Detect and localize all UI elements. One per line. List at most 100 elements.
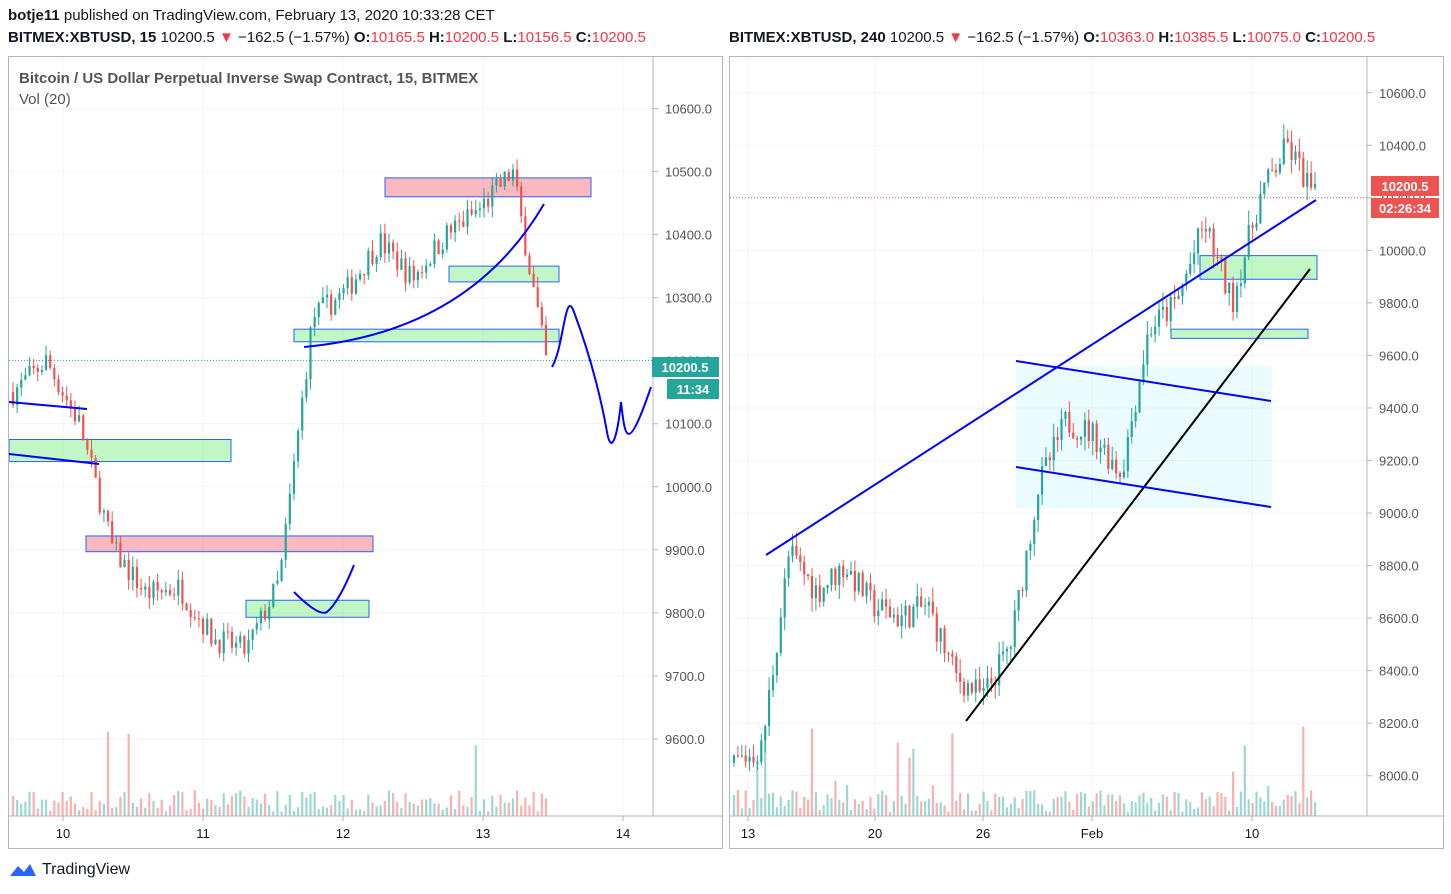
volume-bar: [931, 785, 934, 816]
candle-body: [292, 461, 296, 494]
volume-bar: [482, 799, 486, 816]
candle-body: [280, 559, 283, 581]
volume-bar: [1224, 796, 1227, 816]
candle-body: [1302, 158, 1305, 187]
candle-body: [65, 395, 68, 401]
volume-bar: [177, 790, 180, 816]
left-last-price: 10200.5: [160, 29, 215, 46]
volume-bar: [986, 800, 989, 816]
right-symbol[interactable]: BITMEX:XBTUSD, 240: [729, 29, 886, 46]
upper-trendline: [765, 199, 1317, 556]
candle-body: [1060, 418, 1063, 440]
volume-bar: [740, 808, 743, 816]
candle-body: [127, 559, 130, 581]
volume-bar: [135, 806, 139, 816]
volume-bar: [884, 795, 888, 816]
candle-body: [16, 387, 19, 405]
volume-bar: [474, 745, 477, 816]
volume-bar: [11, 795, 15, 816]
candle-body: [226, 631, 229, 633]
volume-bar: [1247, 799, 1250, 816]
candle-body: [416, 271, 420, 281]
volume-bar: [214, 805, 217, 816]
price-tick-label: 8200.0: [1379, 716, 1419, 731]
right-chart-panel[interactable]: 10600.010400.010200.010000.09800.09600.0…: [729, 56, 1444, 849]
left-price-axis: 10600.010500.010400.010300.010200.010100…: [9, 57, 722, 817]
candle-body: [873, 590, 876, 617]
candle-body: [1282, 138, 1285, 164]
volume-bar: [1083, 793, 1087, 816]
candle-body: [420, 271, 424, 273]
left-high: 10200.5: [444, 29, 500, 46]
volume-bar: [834, 780, 837, 816]
price-tick-label: 10100.0: [665, 417, 712, 432]
volume-bar: [1052, 798, 1055, 816]
volume-bar: [865, 809, 868, 816]
volume-bar: [849, 810, 853, 816]
candle-body: [849, 571, 853, 575]
volume-bar: [1243, 745, 1246, 816]
volume-bar: [916, 795, 919, 816]
volume-bar: [908, 757, 911, 816]
candle-body: [1247, 224, 1250, 258]
candle-body: [1013, 610, 1016, 648]
right-chart-svg[interactable]: 10600.010400.010200.010000.09800.09600.0…: [730, 57, 1443, 848]
candle-body: [1157, 309, 1161, 327]
volume-bar: [342, 795, 345, 816]
left-chart-svg[interactable]: 10600.010500.010400.010300.010200.010100…: [9, 57, 722, 848]
candle-body: [1056, 436, 1059, 440]
volume-bar: [791, 790, 794, 816]
volume-bar: [367, 794, 370, 816]
high-label: H:: [428, 29, 445, 46]
publisher-user[interactable]: botje11: [8, 7, 60, 24]
candle-body: [1255, 223, 1258, 228]
volume-bar: [288, 794, 291, 816]
candle-body: [354, 279, 358, 294]
volume-bar: [495, 806, 498, 816]
left-open: 10165.5: [370, 29, 425, 46]
volume-bar: [230, 796, 234, 816]
candle-body: [1033, 519, 1036, 544]
candle-body: [826, 585, 829, 589]
volume-bar: [90, 792, 93, 816]
candle-body: [32, 365, 35, 368]
time-tick-label: 13: [476, 826, 490, 841]
left-candles: [11, 159, 548, 663]
left-time-axis: 10 11 12 13 14: [56, 816, 630, 841]
close-label: C:: [575, 29, 592, 46]
candle-body: [1052, 436, 1055, 461]
volume-bar: [803, 796, 806, 816]
candle-body: [1298, 151, 1301, 159]
candle-body: [1115, 459, 1118, 474]
candle-body: [947, 652, 950, 654]
volume-bar: [982, 791, 985, 816]
zone-rect: [1170, 328, 1309, 339]
volume-bar: [111, 807, 114, 816]
candle-body: [1232, 282, 1235, 313]
right-high: 10385.5: [1174, 29, 1229, 46]
volume-bar: [1118, 795, 1122, 816]
candle-body: [1118, 473, 1122, 478]
candle-body: [818, 585, 821, 603]
tradingview-footer[interactable]: TradingView: [8, 860, 130, 880]
candle-body: [1224, 259, 1227, 294]
open-label: O:: [353, 29, 371, 46]
zone-rect: [245, 599, 370, 618]
volume-bar: [923, 800, 927, 816]
candle-body: [771, 675, 775, 691]
volume-bar: [857, 803, 860, 816]
volume-bar: [959, 792, 962, 816]
left-chart-panel[interactable]: 10600.010500.010400.010300.010200.010100…: [8, 56, 723, 849]
candle-body: [520, 186, 523, 217]
volume-bar: [861, 800, 864, 816]
volume-bar: [1204, 799, 1207, 816]
candle-body: [1122, 471, 1126, 478]
volume-bar: [131, 802, 134, 816]
candle-body: [334, 300, 337, 315]
left-symbol[interactable]: BITMEX:XBTUSD, 15: [8, 29, 157, 46]
volume-bar: [511, 798, 515, 816]
candle-body: [1204, 228, 1207, 232]
volume-bar: [783, 805, 786, 816]
volume-bar: [1126, 811, 1129, 816]
left-grid: [9, 57, 653, 816]
